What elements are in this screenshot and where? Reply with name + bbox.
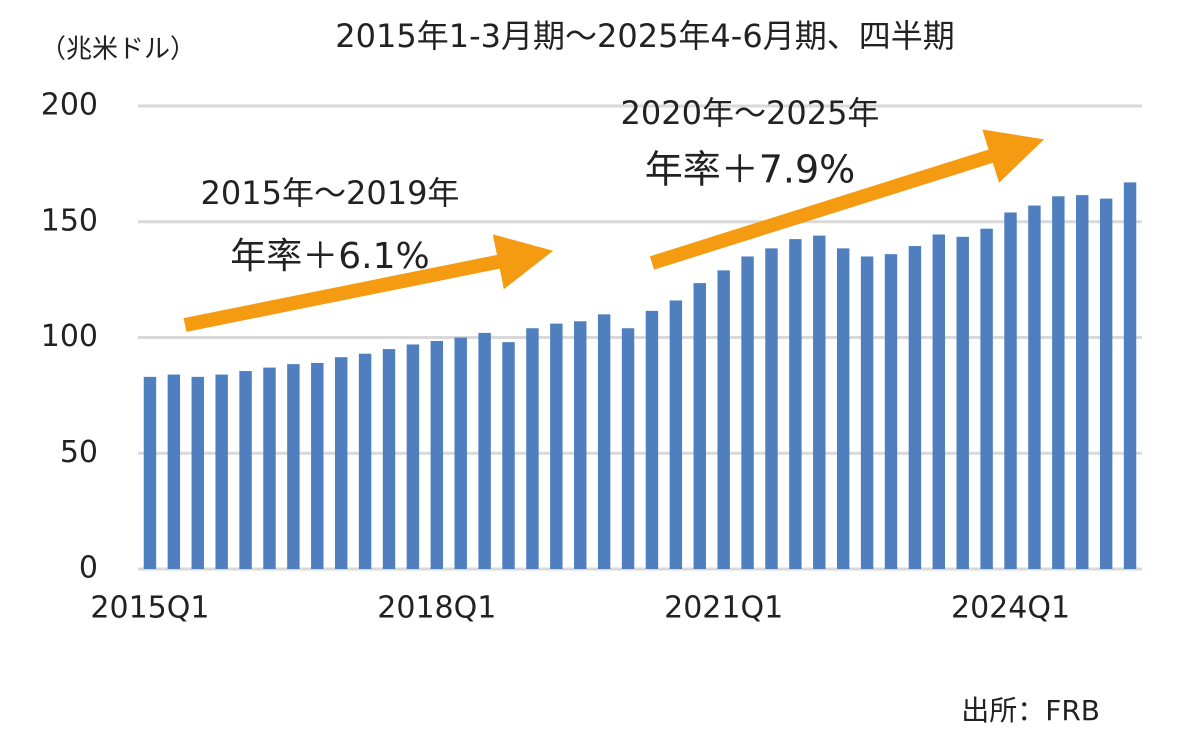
annotation: 2015年～2019年 — [201, 174, 460, 212]
bar — [1123, 182, 1137, 569]
bar — [526, 328, 539, 569]
bar — [550, 323, 563, 569]
source: 出所：FRB — [961, 694, 1100, 727]
bar — [717, 270, 730, 569]
bar — [143, 376, 157, 569]
bar — [621, 328, 635, 569]
y-tick-label: 150 — [41, 203, 98, 238]
bar — [1028, 205, 1041, 570]
chart-title: 2015年1-3月期～2025年4-6月期、四半期 — [335, 17, 954, 55]
bar — [287, 364, 300, 569]
bar — [215, 374, 228, 569]
bar — [836, 248, 850, 569]
annotation: 2020年～2025年 — [621, 94, 880, 132]
x-tick-label: 2024Q1 — [951, 591, 1070, 626]
y-tick-label: 200 — [41, 88, 98, 123]
bar — [884, 254, 898, 569]
bar — [956, 236, 969, 570]
y-tick-label: 100 — [41, 319, 98, 354]
bar — [980, 228, 993, 569]
x-tick-label: 2018Q1 — [377, 591, 496, 626]
bar — [765, 248, 778, 569]
bar — [1099, 198, 1113, 569]
bar — [382, 349, 396, 569]
bar — [574, 321, 587, 569]
bar — [167, 374, 181, 569]
bar — [860, 256, 874, 569]
bar — [430, 340, 444, 569]
bar — [478, 332, 491, 569]
bar — [358, 353, 372, 569]
bar — [693, 283, 706, 569]
y-tick-label: 0 — [79, 551, 98, 586]
bar — [932, 234, 946, 570]
bar — [1052, 196, 1065, 569]
annotation: 年率＋7.9% — [645, 148, 856, 192]
bar — [191, 376, 204, 569]
bars — [143, 182, 1137, 570]
annotation: 年率＋6.1% — [230, 236, 429, 277]
bar — [311, 362, 324, 569]
bar — [502, 342, 515, 569]
x-tick-label: 2015Q1 — [90, 591, 209, 626]
trend-arrow — [649, 129, 1045, 270]
trend-arrow — [183, 234, 554, 332]
bar — [789, 239, 802, 570]
bar — [597, 314, 611, 569]
bar — [454, 337, 467, 569]
bar — [908, 246, 922, 569]
bar — [334, 357, 348, 569]
axis-unit: （兆米ドル） — [40, 35, 196, 65]
bar — [669, 300, 683, 569]
bar — [645, 310, 659, 569]
x-tick-label: 2021Q1 — [664, 591, 783, 626]
bar — [1076, 195, 1089, 569]
bar — [813, 235, 826, 569]
bar — [406, 344, 420, 569]
bar — [1004, 212, 1017, 570]
bar — [741, 256, 754, 569]
y-tick-label: 50 — [60, 435, 98, 470]
bar — [239, 371, 252, 569]
bar — [263, 367, 276, 569]
grid — [138, 104, 1142, 571]
